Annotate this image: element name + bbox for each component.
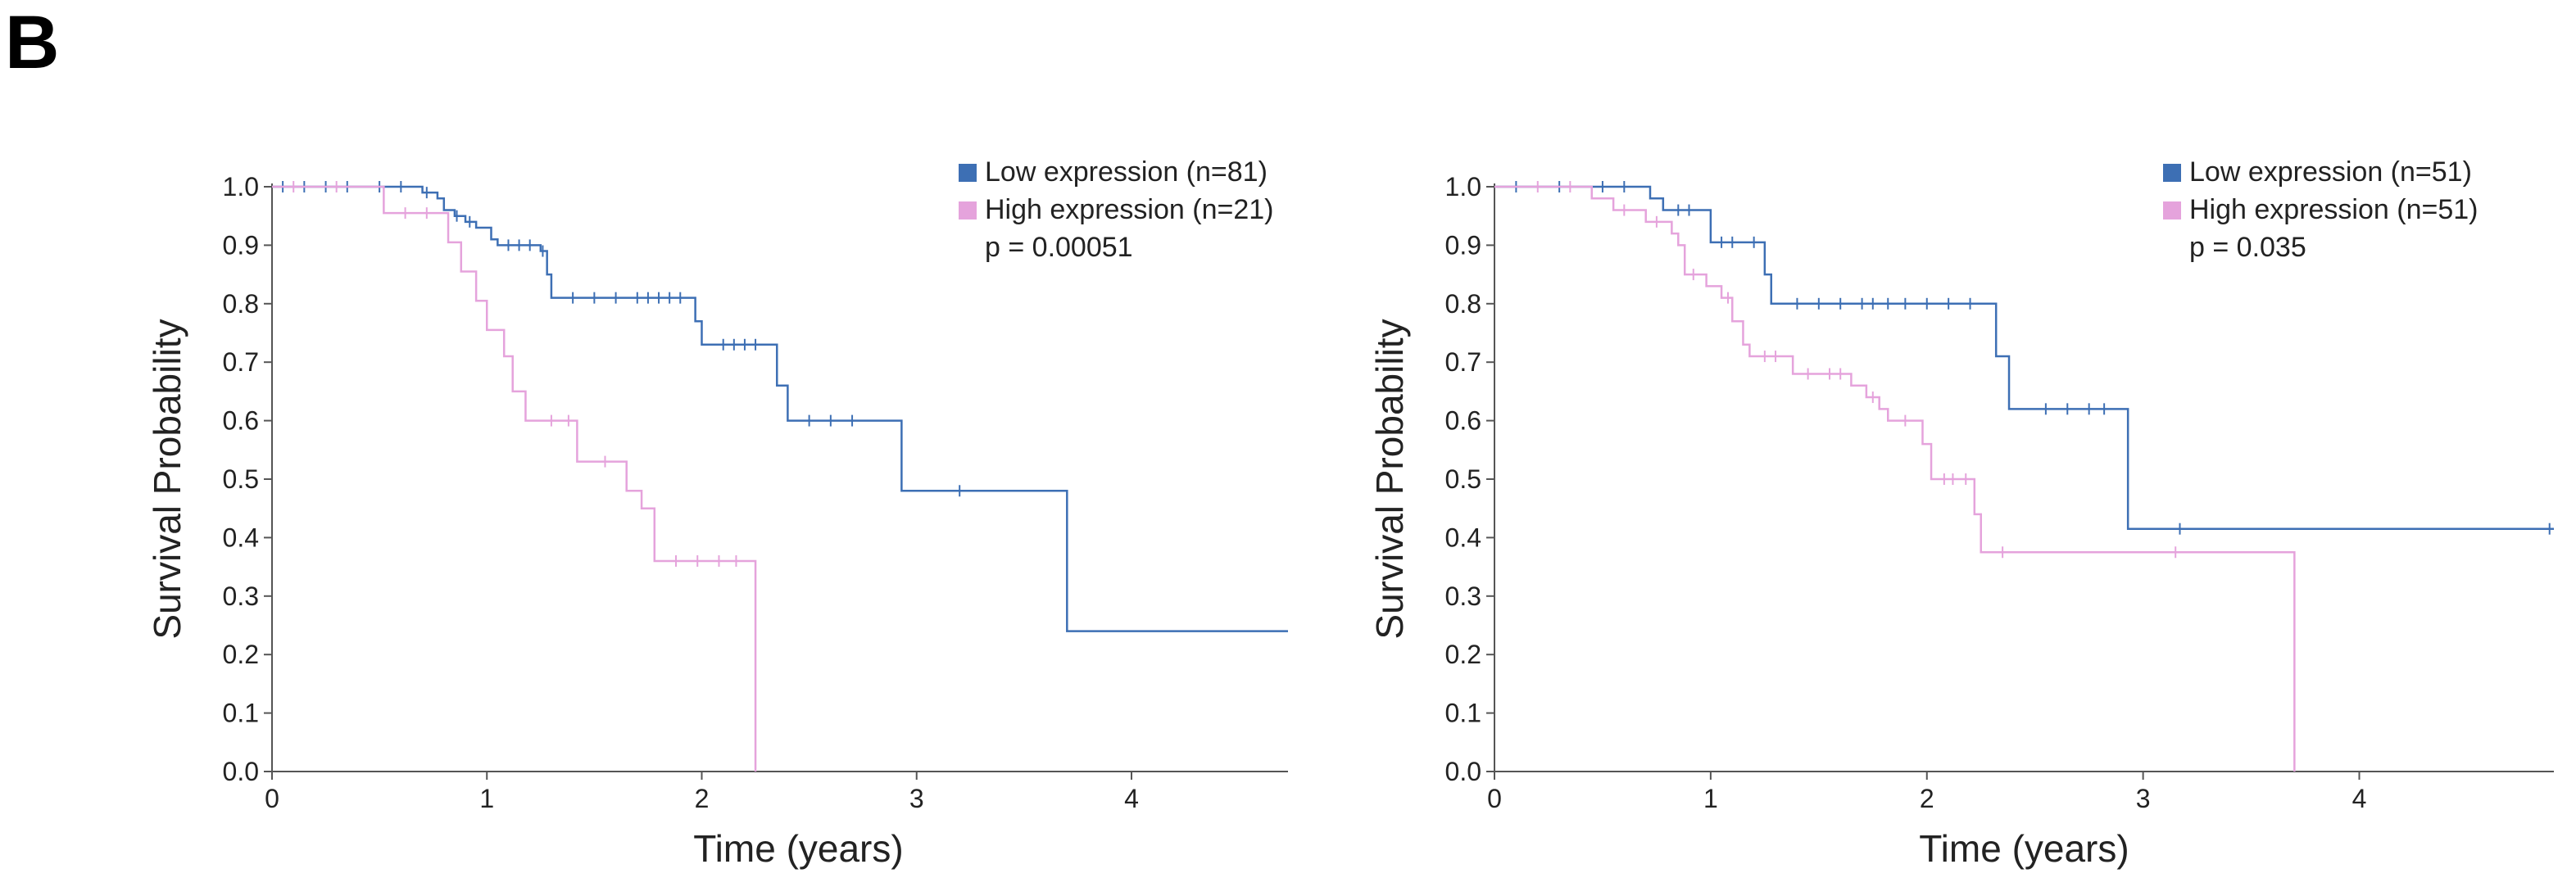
y-tick-label: 0.5 xyxy=(1445,464,1481,494)
x-tick-label: 4 xyxy=(1124,784,1139,813)
y-tick-label: 0.3 xyxy=(223,582,259,611)
legend-label: High expression (n=51) xyxy=(2189,194,2478,225)
x-axis-label: Time (years) xyxy=(1919,827,2129,870)
legend-swatch xyxy=(2163,201,2181,219)
y-axis-label: Survival Probability xyxy=(146,319,188,639)
x-tick-label: 2 xyxy=(695,784,710,813)
y-tick-label: 0.0 xyxy=(1445,757,1481,786)
series-line-0 xyxy=(272,185,1288,632)
x-tick-label: 3 xyxy=(909,784,924,813)
y-tick-label: 0.2 xyxy=(223,640,259,669)
x-axis-label: Time (years) xyxy=(693,827,903,870)
p-value-label: p = 0.035 xyxy=(2189,232,2306,263)
y-tick-label: 0.5 xyxy=(223,464,259,494)
legend-label: High expression (n=21) xyxy=(985,194,1273,225)
y-tick-label: 0.4 xyxy=(1445,523,1481,552)
x-tick-label: 0 xyxy=(1487,784,1502,813)
y-tick-label: 1.0 xyxy=(1445,172,1481,201)
y-tick-label: 0.1 xyxy=(1445,699,1481,728)
legend-swatch xyxy=(959,164,977,182)
survival-chart-right: 0.0 0.1 0.2 0.3 0.4 0.5 0.6 0.7 0.8 0.9 1.0 0 1 2 3 4 Ti… xyxy=(1368,156,2554,870)
y-tick-label: 0.4 xyxy=(223,523,259,552)
y-tick-label: 0.0 xyxy=(223,757,259,786)
legend-swatch xyxy=(959,201,977,219)
survival-chart-left: 0.0 0.1 0.2 0.3 0.4 0.5 0.6 0.7 0.8 0.9 1.0 0 1 2 3 4 Ti… xyxy=(146,156,1288,870)
y-tick-label: 0.6 xyxy=(1445,406,1481,436)
y-tick-label: 0.6 xyxy=(223,406,259,436)
x-tick-label: 1 xyxy=(1703,784,1718,813)
y-tick-label: 0.8 xyxy=(1445,289,1481,319)
y-tick-label: 0.2 xyxy=(1445,640,1481,669)
x-tick-label: 2 xyxy=(1920,784,1934,813)
y-tick-label: 0.7 xyxy=(223,347,259,377)
series-line-1 xyxy=(1494,185,2296,772)
y-tick-label: 0.1 xyxy=(223,699,259,728)
y-tick-label: 0.3 xyxy=(1445,582,1481,611)
p-value-label: p = 0.00051 xyxy=(985,232,1133,263)
y-tick-label: 0.9 xyxy=(223,230,259,260)
y-axis-label: Survival Probability xyxy=(1368,319,1411,639)
y-tick-label: 0.7 xyxy=(1445,347,1481,377)
series-line-1 xyxy=(272,185,757,772)
legend-swatch xyxy=(2163,164,2181,182)
legend-label: Low expression (n=81) xyxy=(985,156,1268,188)
series-line-0 xyxy=(1494,185,2554,530)
legend-label: Low expression (n=51) xyxy=(2189,156,2472,188)
y-tick-label: 1.0 xyxy=(223,172,259,201)
y-tick-label: 0.8 xyxy=(223,289,259,319)
x-tick-label: 0 xyxy=(265,784,279,813)
x-tick-label: 1 xyxy=(479,784,494,813)
y-tick-label: 0.9 xyxy=(1445,230,1481,260)
x-tick-label: 4 xyxy=(2352,784,2367,813)
panel-label: B xyxy=(5,1,60,84)
x-tick-label: 3 xyxy=(2136,784,2151,813)
